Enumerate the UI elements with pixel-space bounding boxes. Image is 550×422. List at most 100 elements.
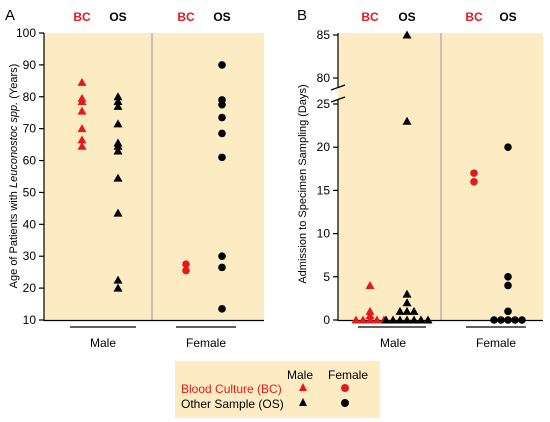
panel-b-point [470,169,478,177]
panel-b-point [504,273,512,281]
panel-a-point [218,61,226,69]
panel-a-point [113,146,123,155]
legend-col-female: Female [328,368,369,382]
panel-b-tick-label: 85 [317,28,331,42]
panel-b-y-ticks: 0 5 10 15 20 25 80 85 [317,28,338,327]
panel-b-axis-break-mark [330,96,346,103]
panel-a-tick-label: 70 [23,122,37,136]
panel-b-point [351,315,361,324]
panel-b-point [402,306,412,315]
panel-a-point [218,129,226,138]
panel-b-label: B [297,7,307,24]
panel-a-y-axis-label: Age of Patients with Leuconostoc spp. (Y… [8,64,20,289]
panel-b-point [504,307,512,316]
panel-a-point [113,173,123,182]
legend-bc-female-circle [341,384,349,392]
panel-b-point [365,315,375,324]
panel-b-point [409,306,419,315]
panel-b-point [497,316,505,324]
panel-a-col-os-male: OS [109,10,126,24]
panel-b-point [504,143,512,151]
panel-b-col-os-male: OS [398,10,415,24]
panel-b-point [470,177,478,186]
legend-row-os: Other Sample (OS) [181,397,284,411]
panel-b-tick-label: 20 [317,140,331,154]
panel-b-point [402,315,412,324]
panel-a-tick-label: 50 [23,185,37,199]
panel-a-point [113,283,123,292]
panel-b-point [365,311,375,320]
panel-b-tick-label: 80 [317,71,331,85]
panel-a-point [113,97,123,106]
panel-a-group-female: Female [186,336,226,350]
panel-a-point [77,77,87,86]
panel-b-point [409,315,419,324]
panel-a-point [77,124,87,133]
panel-a-point [113,141,123,150]
panel-a-col-bc-female: BC [177,10,195,24]
panel-a-point [77,106,87,115]
panel-a-point [113,119,123,128]
panel-b-point [365,306,375,315]
panel-b-point [490,316,498,324]
panel-a-group-male: Male [90,336,116,350]
panel-a-point [218,100,226,109]
legend-os-male-triangle [299,398,307,406]
legend: Male Female Blood Culture (BC) Other Sam… [175,361,380,418]
panel-b-point [402,298,412,307]
panel-b-col-bc-female: BC [465,10,483,24]
panel-b-point [372,315,382,324]
panel-b-point [395,315,405,324]
legend-col-male: Male [287,368,314,382]
panel-a-point [218,153,226,162]
legend-row-bc: Blood Culture (BC) [181,382,282,396]
panel-b-point [388,315,398,324]
panel-a-point [218,113,226,122]
panel-a-tick-label: 30 [23,249,37,263]
panel-a-plot-area [44,33,264,320]
panel-a-point [77,135,87,144]
panel-b-y-axis-label: Admission to Specimen Sampling (Days) [297,84,309,283]
panel-b-point [511,316,519,324]
panel-b-points [351,30,526,324]
panel-a-col-bc-male: BC [73,10,91,24]
panel-b-tick-label: 15 [317,183,331,197]
panel-b-point [504,316,512,324]
panel-b-point [423,315,433,324]
panel-b-point [504,281,512,290]
panel-b-tick-label: 10 [317,227,331,241]
panel-a-tick-label: 100 [16,26,36,40]
panel-a-point [182,260,190,268]
panel-b-point [402,30,412,39]
panel-a-tick-label: 90 [23,58,37,72]
legend-bc-male-triangle [299,383,307,391]
panel-a-point [113,275,123,284]
panel-b-tick-label: 5 [323,270,330,284]
panel-a-tick-label: 40 [23,217,37,231]
panel-a-label: A [5,7,15,24]
panel-b-tick-label: 0 [323,313,330,327]
panel-a-point [113,101,123,110]
panel-b-point [365,280,375,289]
panel-b-group-female: Female [476,336,516,350]
panel-b-point [381,315,391,324]
panel-b-point [416,315,426,324]
panel-a-point [218,305,226,313]
panel-b-point [402,116,412,125]
panel-a-y-ticks: 10 20 30 40 50 60 70 80 90 100 [16,26,44,327]
panel-b-point [358,315,368,324]
panel-b: 0 5 10 15 20 25 80 85 B Admission to Specimen S… [297,7,543,350]
panel-a-tick-label: 60 [23,154,37,168]
panel-a-point [113,92,123,101]
panel-a-point [218,263,226,272]
panel-a-tick-label: 80 [23,90,37,104]
panel-a: 10 20 30 40 50 60 70 80 90 100 A Age of Patients … [5,7,264,350]
legend-os-female-circle [341,399,349,407]
legend-markers [299,383,349,407]
panel-b-group-male: Male [380,336,406,350]
panel-b-col-bc-male: BC [361,10,379,24]
panel-a-points [77,61,226,313]
panel-b-col-os-female: OS [499,10,516,24]
panel-a-tick-label: 20 [23,281,37,295]
